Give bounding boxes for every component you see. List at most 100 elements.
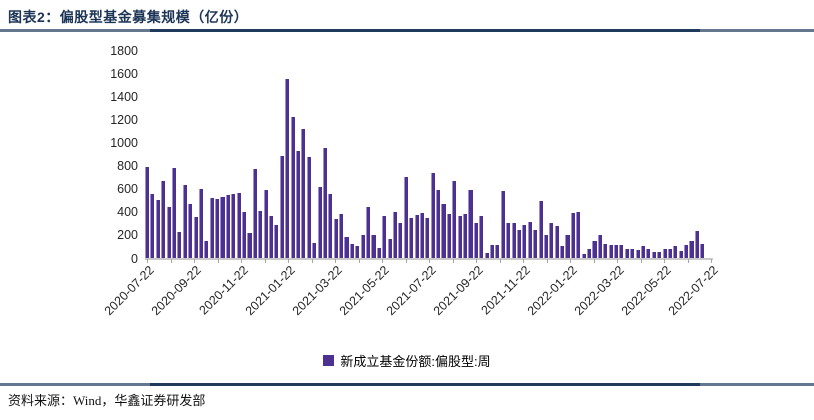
legend: 新成立基金份额:偏股型:周 — [0, 351, 814, 370]
bar — [640, 246, 646, 258]
y-tick-label: 800 — [117, 159, 138, 174]
x-tick-mark — [405, 259, 407, 263]
bar — [414, 215, 419, 258]
y-tick-label: 1000 — [110, 135, 138, 150]
x-tick-mark — [241, 259, 242, 263]
bar — [662, 249, 667, 258]
bar — [500, 190, 505, 258]
bar — [188, 203, 193, 258]
bar — [484, 253, 489, 258]
bar — [349, 243, 354, 258]
bar — [328, 194, 333, 258]
bar — [231, 194, 236, 258]
bar — [608, 244, 613, 258]
x-tick-mark — [640, 259, 642, 263]
bar — [646, 249, 651, 258]
x-tick-mark — [335, 259, 336, 263]
x-tick-mark — [382, 259, 383, 263]
legend-swatch-icon — [323, 355, 335, 366]
x-tick-mark — [711, 259, 712, 263]
bar — [468, 190, 473, 258]
bar — [274, 224, 279, 258]
bar — [150, 194, 155, 258]
x-tick-mark — [358, 259, 360, 263]
legend-label: 新成立基金份额:偏股型:周 — [340, 354, 491, 369]
chart-title: 图表2：偏股型基金募集规模（亿份） — [8, 9, 249, 25]
bar — [161, 180, 166, 258]
bar — [630, 249, 635, 258]
bar — [533, 230, 538, 258]
x-tick-mark — [147, 259, 148, 263]
bar — [430, 173, 435, 258]
x-tick-mark — [288, 259, 289, 263]
footer-divider — [0, 383, 814, 386]
bar — [592, 240, 597, 258]
bar — [333, 218, 338, 258]
bar — [268, 215, 274, 258]
x-tick-mark — [546, 259, 548, 263]
bar — [554, 225, 559, 258]
bar — [452, 180, 457, 258]
source-note: 资料来源：Wind，华鑫证券研发部 — [8, 393, 206, 408]
x-tick-mark — [311, 259, 313, 263]
bar — [171, 167, 177, 258]
bar — [511, 223, 516, 258]
x-tick-mark — [476, 259, 477, 263]
bar — [371, 235, 376, 258]
bar — [441, 203, 446, 258]
bar — [576, 211, 581, 258]
bar — [624, 248, 629, 258]
bar — [366, 206, 371, 258]
bar — [317, 186, 322, 258]
bar — [312, 242, 317, 258]
x-tick-mark — [617, 259, 618, 263]
bar — [376, 247, 381, 258]
y-tick-label: 600 — [117, 182, 138, 197]
bar — [301, 128, 306, 258]
plot-area — [145, 50, 713, 260]
bar — [145, 166, 150, 258]
bar — [516, 229, 522, 258]
bar — [290, 117, 295, 258]
x-tick-mark — [664, 259, 665, 263]
bar — [522, 224, 527, 258]
bar — [198, 188, 203, 258]
bar — [657, 251, 662, 258]
x-tick-mark — [593, 259, 595, 263]
bar — [597, 234, 602, 258]
bar — [155, 200, 160, 258]
y-tick-label: 400 — [117, 205, 138, 220]
x-tick-mark — [217, 259, 219, 263]
y-tick-label: 1200 — [110, 112, 138, 127]
bar — [220, 197, 225, 258]
bar — [403, 177, 408, 258]
bar — [581, 253, 586, 258]
bar — [560, 246, 565, 258]
bar — [667, 248, 672, 258]
bar — [355, 246, 360, 258]
x-tick-mark — [264, 259, 266, 263]
bar — [619, 245, 624, 258]
bar — [279, 156, 284, 258]
y-axis: 0 200 400 600 800 1000 1200 1400 1600 1800 — [60, 44, 138, 264]
bar — [193, 216, 198, 258]
bar — [182, 184, 187, 258]
bar — [613, 244, 619, 258]
bar — [549, 223, 554, 258]
bar — [527, 221, 532, 258]
x-tick-mark — [523, 259, 524, 263]
bar — [635, 249, 640, 258]
bar — [694, 231, 699, 258]
bar — [689, 241, 694, 258]
bar — [344, 237, 349, 258]
bar — [506, 223, 511, 258]
x-tick-mark — [429, 259, 430, 263]
bar — [446, 214, 451, 258]
bar — [322, 147, 327, 258]
bar — [409, 217, 414, 258]
bar — [360, 235, 365, 258]
y-tick-label: 1600 — [110, 66, 138, 81]
bar — [463, 213, 468, 258]
bar — [295, 151, 301, 258]
bar — [258, 210, 263, 258]
